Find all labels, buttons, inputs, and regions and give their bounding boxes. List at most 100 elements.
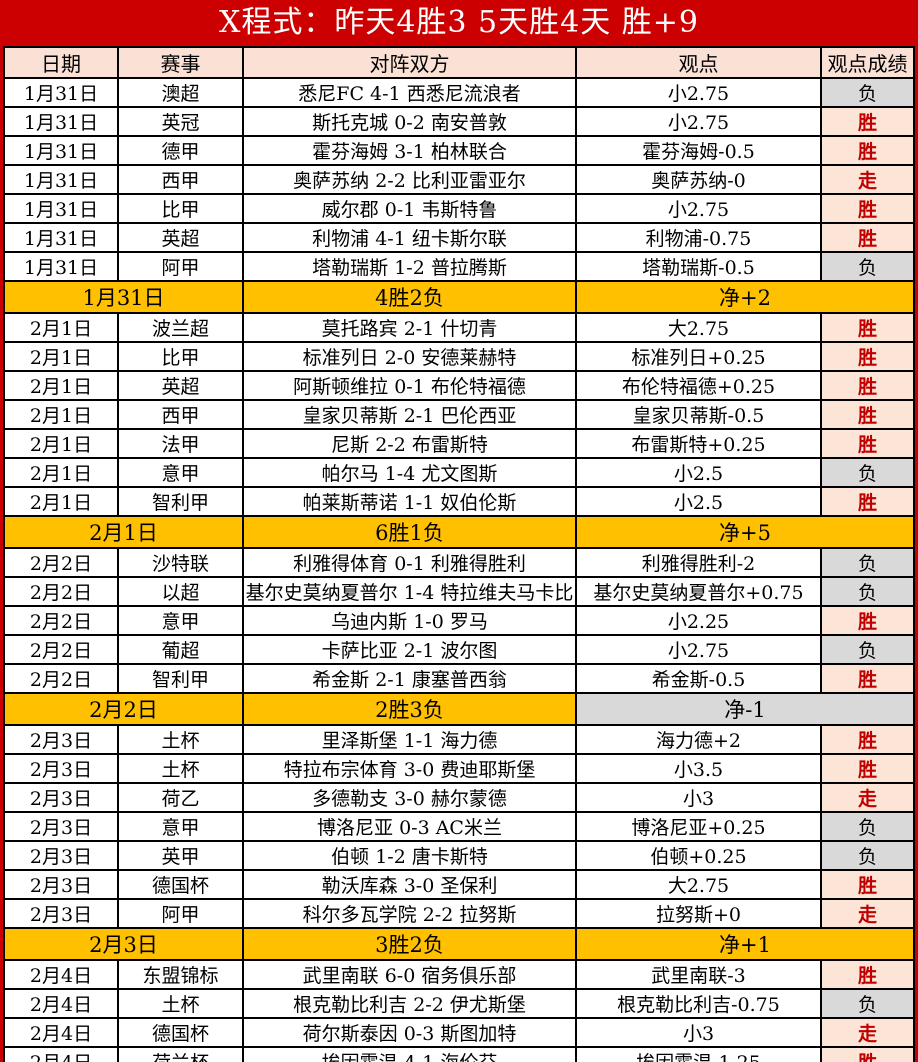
date-cell: 2月4日 — [3, 988, 119, 1019]
pick-cell: 小2.75 — [575, 106, 822, 137]
match-cell: 斯托克城 0-2 南安普敦 — [242, 106, 577, 137]
match-cell: 基尔史莫纳夏普尔 1-4 特拉维夫马卡比 — [242, 576, 577, 607]
date-cell: 2月2日 — [3, 634, 119, 665]
result-cell: 胜 — [820, 399, 915, 430]
pick-cell: 小2.75 — [575, 634, 822, 665]
date-cell: 1月31日 — [3, 77, 119, 108]
match-cell: 荷尔斯泰因 0-3 斯图加特 — [242, 1017, 577, 1048]
date-cell: 1月31日 — [3, 164, 119, 195]
league-cell: 土杯 — [117, 724, 244, 755]
pick-cell: 奥萨苏纳-0 — [575, 164, 822, 195]
result-cell: 胜 — [820, 106, 915, 137]
league-cell: 英冠 — [117, 106, 244, 137]
result-cell: 胜 — [820, 959, 915, 990]
pick-cell: 布雷斯特+0.25 — [575, 428, 822, 459]
result-cell: 胜 — [820, 193, 915, 224]
date-cell: 2月1日 — [3, 312, 119, 343]
date-cell: 2月3日 — [3, 898, 119, 929]
column-header-pick: 观点 — [575, 46, 822, 79]
pick-cell: 利雅得胜利-2 — [575, 547, 822, 578]
pick-cell: 大2.75 — [575, 312, 822, 343]
match-cell: 卡萨比亚 2-1 波尔图 — [242, 634, 577, 665]
table-row: 2月1日 意甲 帕尔马 1-4 尤文图斯 小2.5 负 — [3, 457, 915, 488]
pick-cell: 标准列日+0.25 — [575, 341, 822, 372]
result-cell: 胜 — [820, 312, 915, 343]
table-row: 1月31日 英冠 斯托克城 0-2 南安普敦 小2.75 胜 — [3, 106, 915, 137]
table-row: 2月2日 智利甲 希金斯 2-1 康塞普西翁 希金斯-0.5 胜 — [3, 663, 915, 694]
picks-table: 日期 赛事 对阵双方 观点 观点成绩 1月31日 澳超 悉尼FC 4-1 西悉尼流浪… — [3, 46, 915, 1062]
summary-date-cell: 2月2日 — [3, 692, 244, 726]
result-cell: 负 — [820, 457, 915, 488]
match-cell: 埃因霍温 4-1 海伦芬 — [242, 1046, 577, 1062]
match-cell: 威尔郡 0-1 韦斯特鲁 — [242, 193, 577, 224]
date-cell: 2月1日 — [3, 370, 119, 401]
match-cell: 科尔多瓦学院 2-2 拉努斯 — [242, 898, 577, 929]
date-cell: 2月2日 — [3, 547, 119, 578]
pick-cell: 拉努斯+0 — [575, 898, 822, 929]
result-cell: 胜 — [820, 370, 915, 401]
result-cell: 负 — [820, 576, 915, 607]
table-row: 2月3日 土杯 里泽斯堡 1-1 海力德 海力德+2 胜 — [3, 724, 915, 755]
result-cell: 负 — [820, 811, 915, 842]
match-cell: 伯顿 1-2 唐卡斯特 — [242, 840, 577, 871]
league-cell: 东盟锦标 — [117, 959, 244, 990]
date-cell: 2月1日 — [3, 457, 119, 488]
date-cell: 2月3日 — [3, 840, 119, 871]
match-cell: 希金斯 2-1 康塞普西翁 — [242, 663, 577, 694]
result-cell: 负 — [820, 634, 915, 665]
date-cell: 2月3日 — [3, 782, 119, 813]
table-row: 2月4日 土杯 根克勒比利吉 2-2 伊尤斯堡 根克勒比利吉-0.75 负 — [3, 988, 915, 1019]
table-row: 1月31日 德甲 霍芬海姆 3-1 柏林联合 霍芬海姆-0.5 胜 — [3, 135, 915, 166]
date-cell: 2月1日 — [3, 428, 119, 459]
table-row: 2月3日 意甲 博洛尼亚 0-3 AC米兰 博洛尼亚+0.25 负 — [3, 811, 915, 842]
league-cell: 德甲 — [117, 135, 244, 166]
match-cell: 乌迪内斯 1-0 罗马 — [242, 605, 577, 636]
summary-net-cell: 净+1 — [575, 927, 915, 961]
league-cell: 意甲 — [117, 605, 244, 636]
result-cell: 负 — [820, 988, 915, 1019]
table-row: 2月2日 以超 基尔史莫纳夏普尔 1-4 特拉维夫马卡比 基尔史莫纳夏普尔+0.75 负 — [3, 576, 915, 607]
league-cell: 土杯 — [117, 753, 244, 784]
match-cell: 利雅得体育 0-1 利雅得胜利 — [242, 547, 577, 578]
match-cell: 特拉布宗体育 3-0 费迪耶斯堡 — [242, 753, 577, 784]
match-cell: 根克勒比利吉 2-2 伊尤斯堡 — [242, 988, 577, 1019]
match-cell: 皇家贝蒂斯 2-1 巴伦西亚 — [242, 399, 577, 430]
league-cell: 土杯 — [117, 988, 244, 1019]
pick-cell: 海力德+2 — [575, 724, 822, 755]
match-cell: 帕尔马 1-4 尤文图斯 — [242, 457, 577, 488]
pick-cell: 布伦特福德+0.25 — [575, 370, 822, 401]
match-cell: 阿斯顿维拉 0-1 布伦特福德 — [242, 370, 577, 401]
table-row: 2月1日 法甲 尼斯 2-2 布雷斯特 布雷斯特+0.25 胜 — [3, 428, 915, 459]
result-cell: 胜 — [820, 663, 915, 694]
result-cell: 胜 — [820, 753, 915, 784]
table-row: 2月3日 德国杯 勒沃库森 3-0 圣保利 大2.75 胜 — [3, 869, 915, 900]
league-cell: 澳超 — [117, 77, 244, 108]
table-row: 2月3日 英甲 伯顿 1-2 唐卡斯特 伯顿+0.25 负 — [3, 840, 915, 871]
table-row: 2月3日 荷乙 多德勒支 3-0 赫尔蒙德 小3 走 — [3, 782, 915, 813]
result-cell: 胜 — [820, 222, 915, 253]
result-cell: 胜 — [820, 1046, 915, 1062]
table-row: 2月1日 英超 阿斯顿维拉 0-1 布伦特福德 布伦特福德+0.25 胜 — [3, 370, 915, 401]
league-cell: 阿甲 — [117, 251, 244, 282]
date-cell: 2月4日 — [3, 1046, 119, 1062]
result-cell: 胜 — [820, 486, 915, 517]
date-cell: 2月2日 — [3, 605, 119, 636]
date-cell: 2月3日 — [3, 753, 119, 784]
date-cell: 2月2日 — [3, 576, 119, 607]
pick-cell: 小2.5 — [575, 486, 822, 517]
pick-cell: 塔勒瑞斯-0.5 — [575, 251, 822, 282]
table-row: 2月2日 沙特联 利雅得体育 0-1 利雅得胜利 利雅得胜利-2 负 — [3, 547, 915, 578]
league-cell: 比甲 — [117, 193, 244, 224]
table-row: 2月1日 波兰超 莫托路宾 2-1 什切青 大2.75 胜 — [3, 312, 915, 343]
summary-net-cell: 净-1 — [575, 692, 915, 726]
league-cell: 意甲 — [117, 457, 244, 488]
match-cell: 悉尼FC 4-1 西悉尼流浪者 — [242, 77, 577, 108]
pick-cell: 大2.75 — [575, 869, 822, 900]
match-cell: 塔勒瑞斯 1-2 普拉腾斯 — [242, 251, 577, 282]
date-cell: 2月4日 — [3, 959, 119, 990]
table-row: 2月1日 智利甲 帕莱斯蒂诺 1-1 奴伯伦斯 小2.5 胜 — [3, 486, 915, 517]
match-cell: 博洛尼亚 0-3 AC米兰 — [242, 811, 577, 842]
pick-cell: 利物浦-0.75 — [575, 222, 822, 253]
league-cell: 比甲 — [117, 341, 244, 372]
pick-cell: 小3 — [575, 782, 822, 813]
